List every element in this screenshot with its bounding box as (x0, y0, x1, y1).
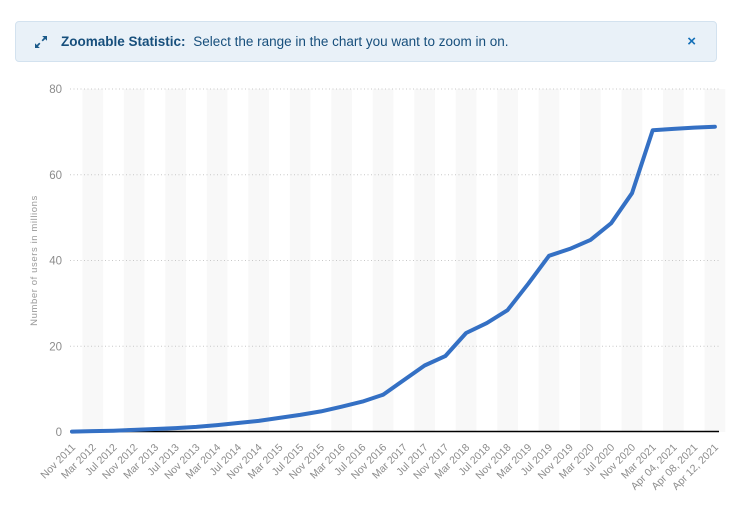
y-tick-label: 40 (49, 256, 62, 268)
y-axis-title: Number of users in millions (29, 195, 40, 326)
background-stripe (663, 89, 684, 432)
banner-text: Zoomable Statistic: Select the range in … (61, 35, 508, 49)
background-stripe (123, 89, 145, 432)
plot-area[interactable] (70, 89, 719, 432)
y-tick-label: 20 (49, 341, 62, 353)
close-icon[interactable]: × (683, 32, 700, 51)
banner-message: Select the range in the chart you want t… (193, 33, 509, 49)
background-stripe (372, 89, 394, 432)
banner-title: Zoomable Statistic: (61, 33, 186, 49)
background-stripe (538, 89, 560, 432)
y-tick-label: 60 (49, 170, 62, 182)
background-stripe (248, 89, 269, 432)
zoom-expand-icon (33, 34, 49, 50)
y-tick-label: 80 (49, 84, 62, 96)
background-stripe (414, 89, 435, 432)
data-line-series (70, 124, 717, 434)
y-tick-label: 0 (56, 427, 62, 439)
zoomable-banner: Zoomable Statistic: Select the range in … (15, 21, 717, 62)
